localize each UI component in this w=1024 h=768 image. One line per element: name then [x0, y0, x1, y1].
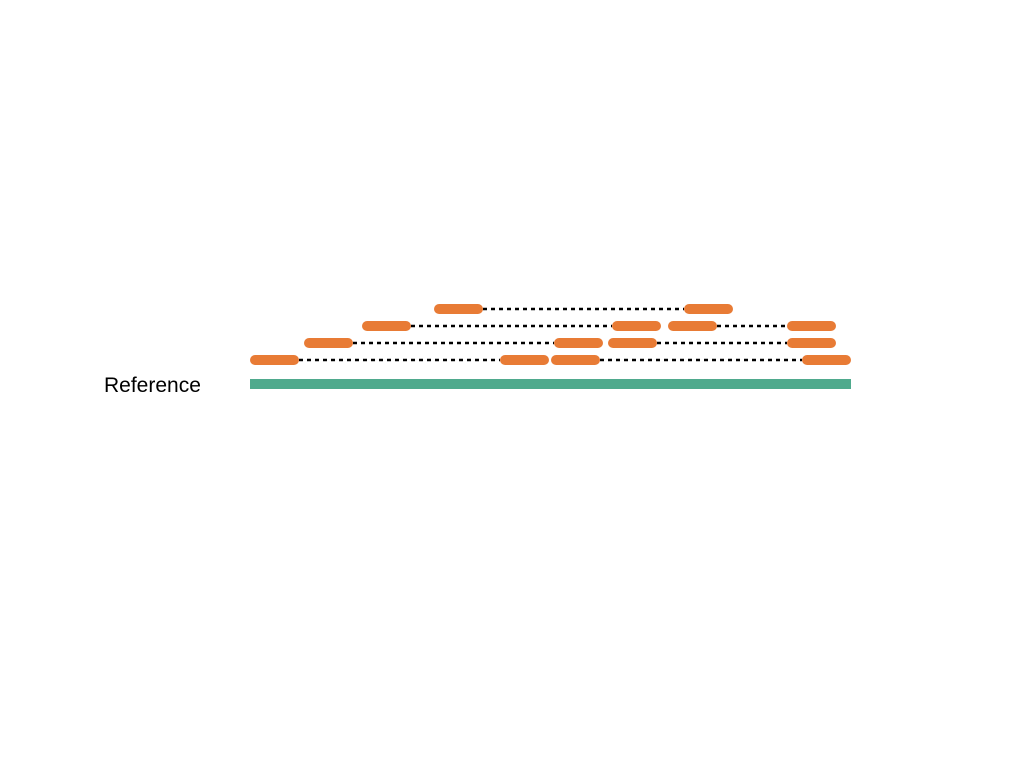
- forward-read: [668, 321, 717, 331]
- reverse-read: [787, 338, 836, 348]
- read-pair: [362, 321, 661, 331]
- read-pair: [668, 321, 836, 331]
- forward-read: [362, 321, 411, 331]
- read-pair: [434, 304, 733, 314]
- read-pair: [551, 355, 851, 365]
- forward-read: [434, 304, 483, 314]
- read-pair: [608, 338, 836, 348]
- forward-read: [551, 355, 600, 365]
- reverse-read: [684, 304, 733, 314]
- forward-read: [250, 355, 299, 365]
- reverse-read: [802, 355, 851, 365]
- read-pairs-group: [250, 304, 851, 365]
- read-pair: [304, 338, 603, 348]
- reverse-read: [787, 321, 836, 331]
- read-pair: [250, 355, 549, 365]
- forward-read: [304, 338, 353, 348]
- reverse-read: [612, 321, 661, 331]
- reference-label: Reference: [104, 374, 201, 397]
- forward-read: [608, 338, 657, 348]
- reference-sequence-bar: [250, 379, 851, 389]
- reverse-read: [500, 355, 549, 365]
- reverse-read: [554, 338, 603, 348]
